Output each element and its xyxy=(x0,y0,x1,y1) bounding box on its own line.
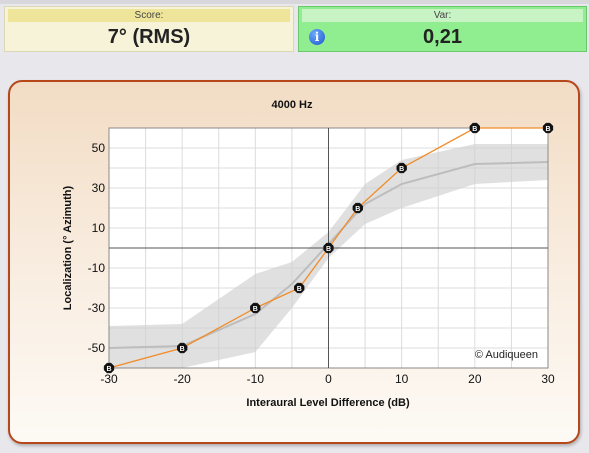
chart-title: 4000 Hz xyxy=(272,99,313,111)
x-axis-label: Interaural Level Difference (dB) xyxy=(246,397,410,409)
data-point xyxy=(352,202,363,214)
y-tick-label: -10 xyxy=(88,261,106,275)
score-panel: Score: 7° (RMS) xyxy=(4,6,294,52)
data-point xyxy=(294,282,305,294)
top-strip xyxy=(0,0,589,4)
y-tick-label: 50 xyxy=(92,141,106,155)
data-point-label: B xyxy=(180,346,185,353)
data-point xyxy=(469,122,480,134)
data-point-label: B xyxy=(355,206,360,213)
data-point-label: B xyxy=(472,126,477,133)
data-point-label: B xyxy=(106,366,111,373)
data-point xyxy=(396,162,407,174)
info-icon[interactable]: i xyxy=(309,29,325,45)
series: B B B B B B B B B xyxy=(103,122,554,374)
data-point-label: B xyxy=(545,126,550,133)
data-point xyxy=(103,362,115,374)
x-tick-label: 10 xyxy=(395,372,409,386)
var-label: Var: xyxy=(302,9,583,22)
data-point xyxy=(250,302,261,314)
x-tick-label: -20 xyxy=(173,372,191,386)
data-point-label: B xyxy=(326,246,331,253)
y-tick-labels: -50 -30 -10 10 30 50 xyxy=(88,141,106,355)
data-point xyxy=(177,342,188,354)
y-tick-label: -30 xyxy=(88,301,106,315)
watermark: © Audiqueen xyxy=(475,349,538,361)
var-value: 0,21 xyxy=(423,26,462,48)
score-value: 7° (RMS) xyxy=(107,26,191,48)
localization-chart: 4000 Hz -30 -20 -10 0 10 20 30 -50 -30 -10 10 30 50… xyxy=(62,99,555,409)
y-tick-label: 10 xyxy=(92,221,106,235)
score-label: Score: xyxy=(8,9,290,22)
x-tick-label: 30 xyxy=(541,372,555,386)
y-tick-label: -50 xyxy=(88,341,106,355)
chart-card: 4000 Hz -30 -20 -10 0 10 20 30 -50 -30 -10 10 30 50… xyxy=(8,80,580,444)
x-tick-label: -10 xyxy=(247,372,265,386)
data-point-label: B xyxy=(297,286,302,293)
data-point-label: B xyxy=(253,306,258,313)
x-tick-label: 20 xyxy=(468,372,482,386)
data-point xyxy=(542,122,554,134)
data-point xyxy=(323,242,334,254)
y-tick-label: 30 xyxy=(92,181,106,195)
data-point-label: B xyxy=(399,166,404,173)
y-axis-label: Localization (° Azimuth) xyxy=(62,185,74,310)
x-tick-label: -30 xyxy=(100,372,118,386)
var-panel: Var: i 0,21 xyxy=(298,6,587,52)
x-tick-labels: -30 -20 -10 0 10 20 30 xyxy=(100,372,555,386)
x-tick-label: 0 xyxy=(325,372,332,386)
